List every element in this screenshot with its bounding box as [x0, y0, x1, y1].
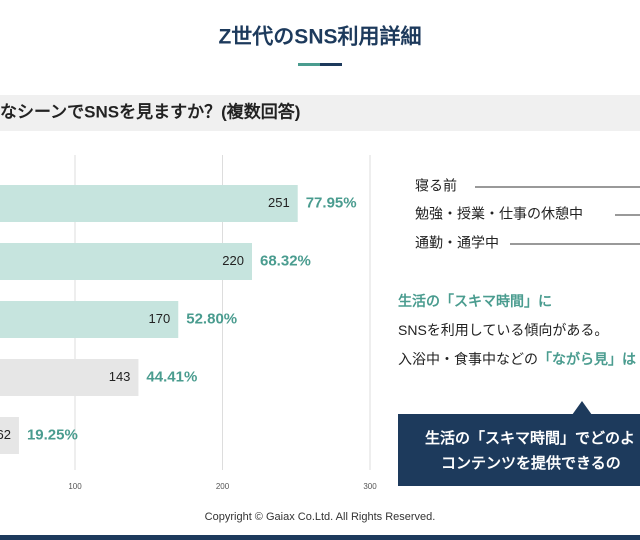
percent-label: 44.41% [146, 368, 197, 385]
footer: Copyright © Gaiax Co.Ltd. All Rights Res… [205, 511, 436, 523]
count-label: 62 [0, 427, 11, 442]
bottom-strip [0, 535, 640, 540]
percent-label: 77.95% [306, 194, 357, 211]
insight-segment: 生活の「スキマ時間」に [398, 293, 552, 309]
callout-text: コンテンツを提供できるの [441, 454, 621, 472]
callout-pointer [572, 401, 592, 415]
slide-title: Z世代のSNS利用詳細 [218, 25, 421, 49]
insight-line: SNSを利用している傾向がある。 [398, 322, 608, 338]
x-tick-label: 200 [216, 482, 230, 491]
callout-box [398, 414, 640, 486]
bar [0, 185, 298, 222]
bar [0, 359, 139, 396]
count-label: 170 [149, 311, 171, 326]
percent-label: 52.80% [186, 310, 237, 327]
bar [0, 243, 252, 280]
callout-text: 生活の「スキマ時間」でどのよ [425, 429, 635, 447]
insight-line: 生活の「スキマ時間」に [398, 293, 552, 309]
count-label: 220 [222, 253, 244, 268]
insight-line: 入浴中・食事中などの「ながら見」は [398, 351, 636, 367]
title-underline [298, 63, 320, 66]
insight-segment: 「ながら見」は [538, 351, 636, 367]
note-item: 勉強・授業・仕事の休憩中 [415, 206, 583, 222]
percent-label: 19.25% [27, 426, 78, 443]
note-item: 寝る前 [415, 178, 457, 194]
note-item: 通勤・通学中 [415, 235, 499, 251]
percent-label: 68.32% [260, 252, 311, 269]
count-label: 251 [268, 195, 290, 210]
insight-segment: SNSを利用している傾向がある。 [398, 322, 608, 338]
bar [0, 301, 179, 338]
question-band [0, 95, 640, 131]
title-underline [320, 63, 342, 66]
insight: 生活の「スキマ時間」にSNSを利用している傾向がある。入浴中・食事中などの「なが… [398, 293, 636, 367]
count-label: 143 [109, 369, 131, 384]
x-tick-label: 100 [68, 482, 82, 491]
question: なシーンでSNSを見ますか？(複数回答) [0, 101, 300, 121]
insight-segment: 入浴中・食事中などの [398, 351, 538, 367]
bar [0, 417, 19, 454]
chart: 100 200 300 251 77.95% 220 68.32% 170 52.80% 143 4… [0, 155, 377, 491]
x-tick-label: 300 [363, 482, 377, 491]
